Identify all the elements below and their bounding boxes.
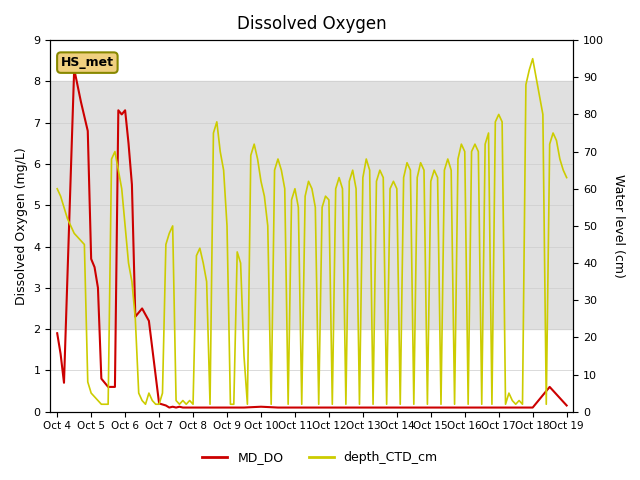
Y-axis label: Dissolved Oxygen (mg/L): Dissolved Oxygen (mg/L) [15, 147, 28, 305]
Text: HS_met: HS_met [61, 56, 114, 69]
Bar [51, 82, 573, 329]
Title: Dissolved Oxygen: Dissolved Oxygen [237, 15, 387, 33]
Legend: MD_DO, depth_CTD_cm: MD_DO, depth_CTD_cm [197, 446, 443, 469]
Y-axis label: Water level (cm): Water level (cm) [612, 174, 625, 278]
